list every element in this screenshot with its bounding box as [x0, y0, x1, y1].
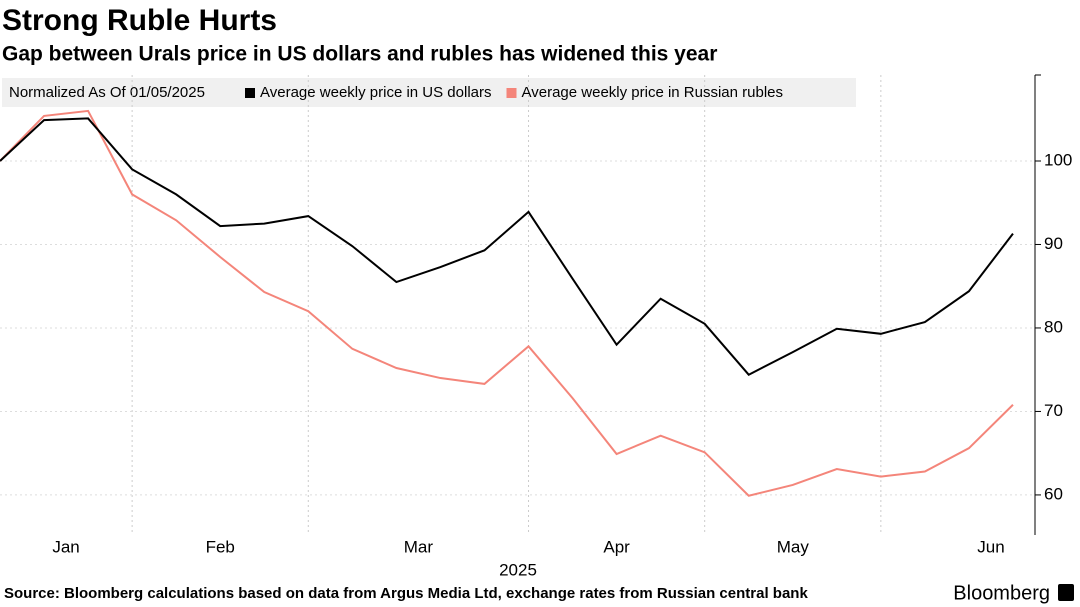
x-tick-label: Jun — [977, 537, 1004, 556]
brand-icon — [1058, 584, 1074, 601]
x-tick-label: Apr — [603, 537, 630, 556]
legend-label: Average weekly price in US dollars — [260, 84, 492, 101]
legend-box — [2, 78, 856, 107]
x-axis-label: 2025 — [499, 560, 537, 579]
x-tick-label: Feb — [206, 537, 235, 556]
y-tick-label: 100 — [1044, 150, 1072, 169]
series-line — [0, 117, 1014, 376]
legend-swatch — [245, 88, 255, 98]
y-tick-label: 60 — [1044, 484, 1063, 503]
brand-bg — [942, 582, 1080, 607]
y-tick-label: 80 — [1044, 317, 1063, 336]
chart-title: Strong Ruble Hurts — [2, 4, 277, 37]
legend-title: Normalized As Of 01/05/2025 — [9, 84, 205, 101]
legend-label: Average weekly price in Russian rubles — [522, 84, 784, 101]
y-tick-label: 90 — [1044, 234, 1063, 253]
x-tick-label: May — [777, 537, 810, 556]
x-tick-label: Jan — [52, 537, 79, 556]
y-tick-label: 70 — [1044, 401, 1063, 420]
x-tick-label: Mar — [404, 537, 434, 556]
source: Source: Bloomberg calculations based on … — [4, 585, 808, 602]
series-line — [0, 109, 1014, 497]
chart-subtitle: Gap between Urals price in US dollars an… — [2, 43, 717, 66]
legend-swatch — [506, 88, 517, 98]
brand: Bloomberg — [953, 582, 1050, 604]
